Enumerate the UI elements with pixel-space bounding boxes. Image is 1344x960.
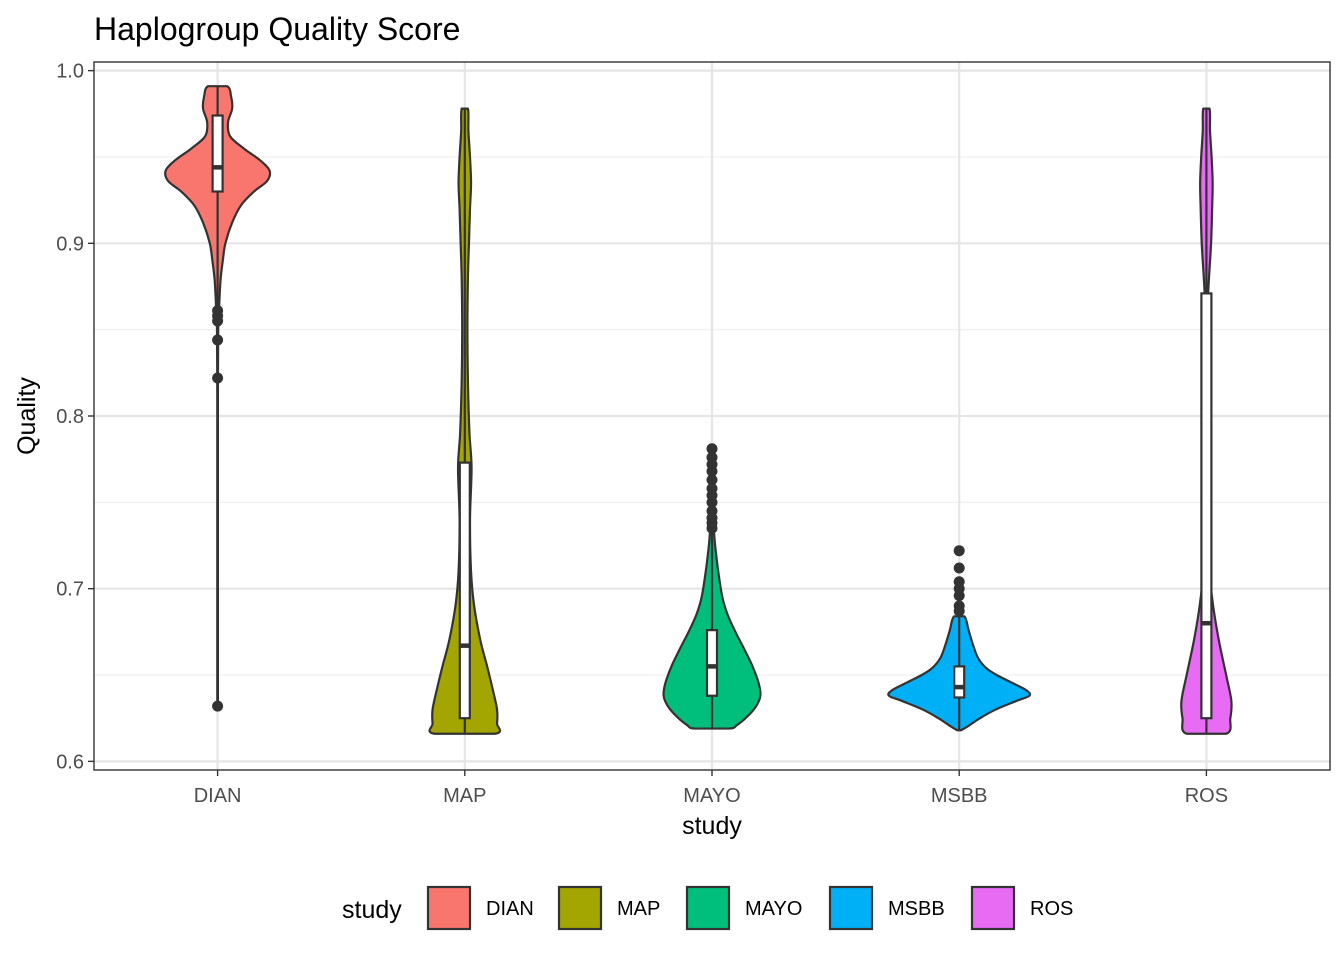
legend-label: MSBB [888,898,945,920]
outlier-point [953,545,965,557]
x-tick-label: MAP [443,785,486,807]
outlier-point [953,590,965,602]
legend-key-mayo [685,885,731,931]
y-axis: 0.6 0.7 0.8 0.9 1.0 [56,61,94,773]
box-iqr [211,114,224,193]
outlier-point [706,465,718,477]
outlier-point [212,372,224,384]
outlier-point [706,443,718,455]
box-iqr [705,629,719,697]
outlier-point [706,522,718,534]
x-tick-label: ROS [1185,785,1228,807]
violins [164,85,1233,735]
outlier-point [953,562,965,574]
x-axis-title: study [682,812,742,840]
outlier-point [953,605,965,617]
outlier-point [706,474,718,486]
outlier-point [212,700,224,712]
x-tick-label: MAYO [683,785,740,807]
box-iqr [953,665,966,699]
legend-key-msbb [828,885,874,931]
x-tick-label: MSBB [931,785,988,807]
legend-label: MAYO [745,898,802,920]
legend-key-map [557,885,603,931]
legend-key-ros [970,885,1016,931]
outlier-point [212,334,224,346]
outlier-point [212,315,224,327]
outlier-point [706,496,718,508]
y-tick-label: 1.0 [56,61,84,83]
legend-label: DIAN [486,898,534,920]
y-axis-title: Quality [13,377,41,455]
y-tick-label: 0.6 [56,751,84,773]
y-tick-label: 0.7 [56,579,84,601]
legend-label: ROS [1030,898,1073,920]
legend-title: study [342,896,402,924]
chart-title: Haplogroup Quality Score [94,11,460,47]
x-axis: DIAN MAP MAYO MSBB ROS [194,770,1228,807]
y-tick-label: 0.9 [56,233,84,255]
y-tick-label: 0.8 [56,406,84,428]
box-iqr [1200,292,1213,720]
legend-key-dian [426,885,472,931]
box-iqr [458,461,471,720]
x-tick-label: DIAN [194,785,242,807]
legend: study DIAN MAP MAYO MSBB ROS [342,885,1073,931]
legend-label: MAP [617,898,660,920]
